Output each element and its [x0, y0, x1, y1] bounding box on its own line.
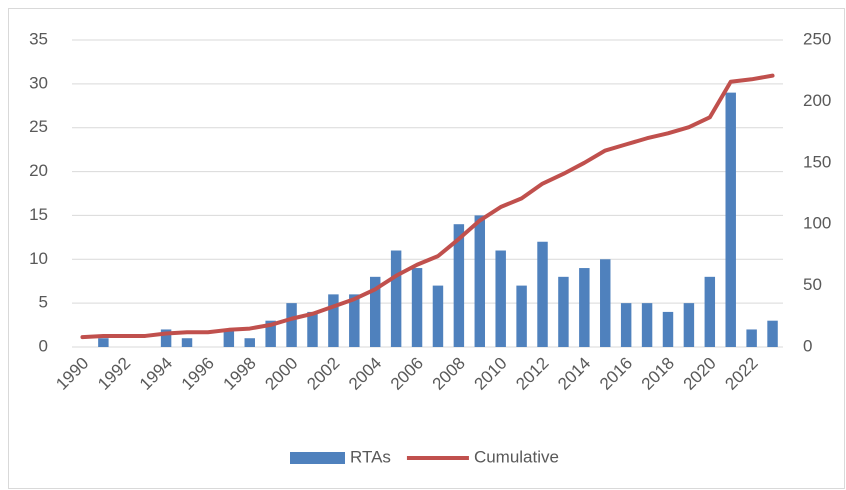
bar	[244, 338, 255, 347]
bar	[286, 303, 297, 347]
bar	[98, 338, 109, 347]
line	[80, 73, 775, 340]
bar	[349, 294, 360, 347]
bar	[328, 294, 339, 347]
y2-tick-label: 150	[803, 152, 831, 171]
bar	[223, 329, 235, 347]
y2-tick-label: 100	[803, 214, 831, 233]
bar	[537, 241, 548, 347]
legend-label: RTAs	[350, 447, 391, 466]
bar	[432, 285, 444, 347]
y2-tick-label: 50	[803, 275, 822, 294]
y2-tick-label: 250	[803, 29, 831, 48]
x-tick-label: 2006	[387, 354, 427, 394]
x-tick-label: 2002	[303, 354, 343, 394]
bar	[558, 276, 569, 347]
x-tick-label: 2022	[721, 354, 761, 394]
bar	[641, 303, 653, 347]
bar	[265, 320, 276, 347]
y-tick-label: 0	[39, 336, 48, 355]
bar	[620, 303, 632, 347]
bar	[704, 276, 716, 347]
bar	[390, 250, 402, 347]
x-tick-label: 2014	[554, 354, 594, 394]
y2-tick-label: 0	[803, 336, 812, 355]
x-tick-label: 2000	[261, 354, 301, 394]
x-tick-label: 2004	[345, 354, 385, 394]
bar	[495, 250, 506, 347]
bar	[411, 268, 423, 347]
x-tick-label: 1996	[178, 354, 218, 394]
bar	[725, 92, 736, 347]
y-tick-label: 10	[29, 249, 48, 268]
bar	[600, 259, 611, 347]
bar	[307, 311, 318, 347]
bar	[181, 338, 193, 347]
y-tick-label: 35	[29, 29, 48, 48]
legend-swatch	[290, 452, 345, 464]
y2-tick-label: 200	[803, 91, 831, 110]
x-tick-label: 1992	[94, 354, 134, 394]
y-tick-label: 5	[39, 293, 48, 312]
bar	[662, 311, 674, 347]
bar	[746, 329, 757, 347]
y-tick-label: 20	[29, 161, 48, 180]
x-tick-label: 2018	[638, 354, 678, 394]
bar	[516, 285, 527, 347]
x-tick-label: 1990	[52, 354, 92, 394]
chart-border	[8, 8, 845, 489]
x-tick-label: 1994	[136, 354, 176, 394]
x-tick-label: 2016	[596, 354, 636, 394]
x-tick-label: 2012	[512, 354, 552, 394]
x-tick-label: 1998	[220, 354, 260, 394]
y-tick-label: 15	[29, 205, 48, 224]
bar	[579, 268, 590, 347]
bar	[369, 276, 381, 347]
y-tick-label: 30	[29, 73, 48, 92]
x-tick-label: 2008	[429, 354, 469, 394]
x-tick-label: 2010	[471, 354, 511, 394]
bar	[683, 303, 695, 347]
bar	[160, 329, 172, 347]
bar	[453, 224, 465, 347]
x-tick-label: 2020	[680, 354, 720, 394]
legend-label: Cumulative	[474, 447, 559, 466]
bar	[474, 215, 486, 347]
bar	[767, 320, 778, 347]
y-tick-label: 25	[29, 117, 48, 136]
